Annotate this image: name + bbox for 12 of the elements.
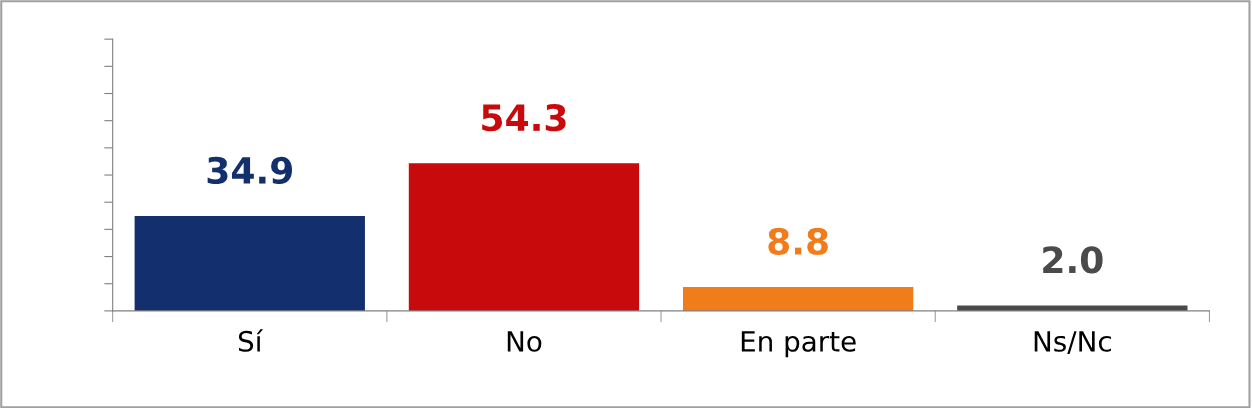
bar bbox=[408, 163, 640, 311]
data-label: 8.8 bbox=[768, 227, 828, 255]
data-label: 34.9 bbox=[207, 156, 293, 185]
data-label: 54.3 bbox=[482, 104, 566, 132]
x-tick-label: En parte bbox=[741, 331, 856, 358]
bar bbox=[957, 305, 1188, 311]
x-tick-label: Ns/Nc bbox=[1034, 331, 1111, 355]
x-tick-label: Sí bbox=[238, 329, 264, 352]
x-tick-label: No bbox=[507, 331, 542, 352]
data-label: 2.0 bbox=[1043, 246, 1103, 274]
bar bbox=[134, 216, 365, 311]
bar bbox=[682, 286, 914, 311]
